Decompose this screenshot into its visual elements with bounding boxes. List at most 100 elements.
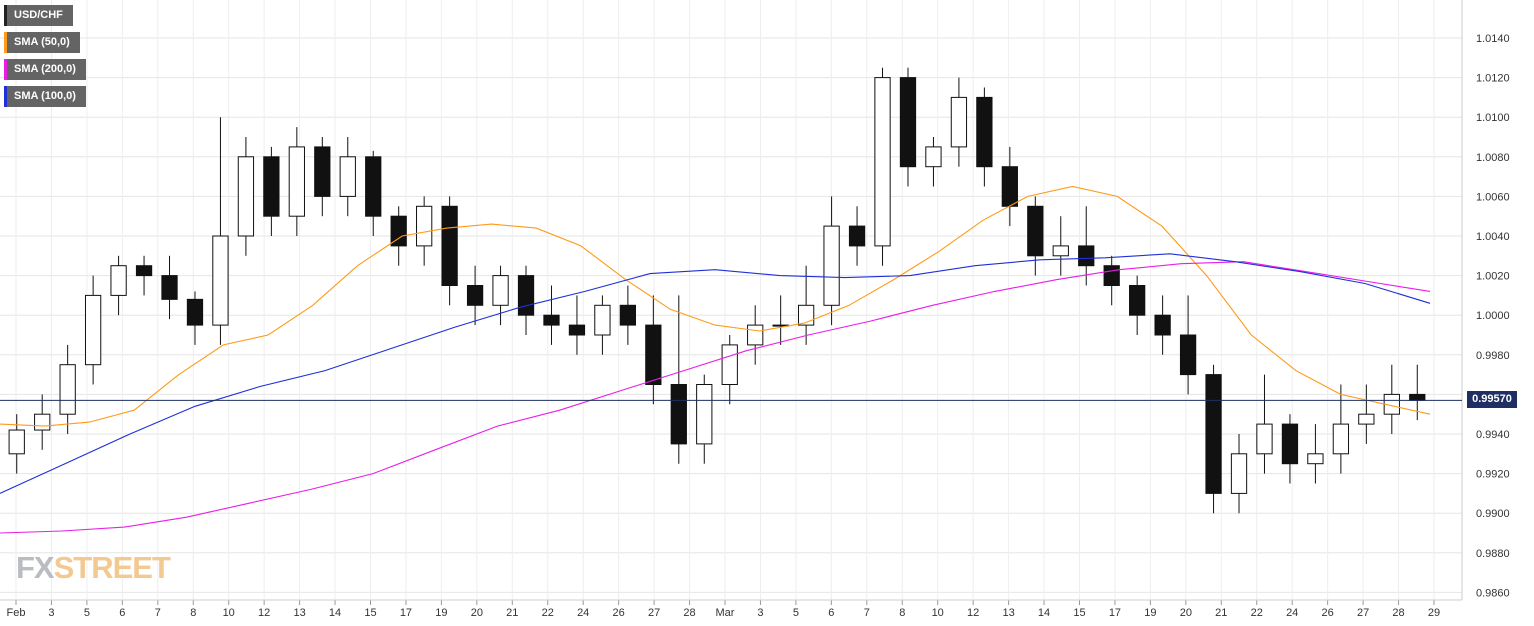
x-tick-label: 24 <box>1286 607 1298 619</box>
candle <box>135 255 153 296</box>
y-tick-label: 0.9880 <box>1476 548 1510 560</box>
x-tick-label: 6 <box>828 607 834 619</box>
candle <box>263 146 280 236</box>
candle-body-down <box>517 275 535 316</box>
candle-body-down <box>848 225 866 247</box>
candle <box>1154 295 1171 355</box>
logo-fx: FX <box>16 550 55 585</box>
candle <box>772 295 789 345</box>
candle-body-down <box>390 215 407 247</box>
candle <box>899 67 917 187</box>
candle-body-down <box>670 384 687 445</box>
sma-line <box>0 185 1431 427</box>
candle <box>645 295 662 405</box>
x-tick-label: 19 <box>1144 607 1156 619</box>
candle-body-down <box>441 205 458 286</box>
y-tick-label: 0.9860 <box>1476 587 1510 599</box>
legend-item-sma50[interactable]: SMA (50,0) <box>4 32 80 53</box>
candle-body-down <box>263 156 280 217</box>
candle <box>492 265 509 326</box>
x-tick-label: 26 <box>613 607 625 619</box>
y-tick-label: 0.9920 <box>1476 469 1510 481</box>
x-tick-label: 28 <box>1392 607 1404 619</box>
candle-body-down <box>1409 393 1426 401</box>
candle <box>466 265 484 326</box>
x-tick-label: 22 <box>542 607 554 619</box>
candle-body-down <box>135 265 153 277</box>
candle-body-up <box>492 275 509 306</box>
candle <box>8 414 25 474</box>
y-tick-label: 1.0080 <box>1476 152 1510 164</box>
candle-body-up <box>1332 423 1350 455</box>
y-tick-label: 1.0040 <box>1476 231 1510 243</box>
candle-body-down <box>1154 314 1171 336</box>
x-tick-label: 24 <box>577 607 589 619</box>
candle-body-up <box>288 146 305 217</box>
y-tick-label: 0.9940 <box>1476 429 1510 441</box>
candle-body-down <box>186 298 204 326</box>
candle <box>416 196 433 266</box>
x-tick-label: 29 <box>1428 607 1440 619</box>
legend-item-sma100[interactable]: SMA (100,0) <box>4 86 86 107</box>
candle <box>441 196 458 306</box>
candle-body-down <box>1027 205 1044 257</box>
sma-line <box>0 253 1431 494</box>
candle <box>34 394 51 450</box>
candle <box>390 206 407 266</box>
candle-body-down <box>568 324 586 336</box>
candle <box>1001 146 1018 227</box>
candle-body-down <box>1179 334 1197 376</box>
candle-body-up <box>339 156 356 197</box>
candle-body-down <box>899 77 917 168</box>
candle-body-up <box>874 77 891 247</box>
candle-body-up <box>925 146 942 168</box>
candle <box>976 87 993 187</box>
candle <box>1103 255 1120 306</box>
x-tick-label: 27 <box>1357 607 1369 619</box>
x-tick-label: 15 <box>364 607 376 619</box>
candle-body-up <box>237 156 255 237</box>
x-tick-label: 19 <box>435 607 447 619</box>
x-tick-label: Mar <box>716 607 735 619</box>
candle <box>1078 206 1095 286</box>
y-tick-label: 1.0060 <box>1476 191 1510 203</box>
candle <box>1358 384 1375 444</box>
legend-label: SMA (100,0) <box>14 90 76 102</box>
candle <box>950 77 968 167</box>
x-tick-label: 21 <box>1215 607 1227 619</box>
candle-body-down <box>645 324 662 386</box>
candle <box>59 344 76 434</box>
candle-body-down <box>1205 374 1222 494</box>
candle-body-down <box>1078 245 1095 267</box>
candle <box>1205 364 1222 514</box>
x-tick-label: 8 <box>190 607 196 619</box>
x-tick-label: 22 <box>1251 607 1263 619</box>
candle <box>1027 196 1044 276</box>
candle-body-up <box>1256 423 1273 455</box>
candle-body-up <box>823 225 840 306</box>
sma-line <box>0 261 1431 534</box>
candle <box>1307 424 1324 484</box>
candle <box>365 150 382 236</box>
x-tick-label: 10 <box>932 607 944 619</box>
candle-body-down <box>314 146 331 197</box>
candle-body-up <box>59 364 76 415</box>
x-tick-label: 21 <box>506 607 518 619</box>
candle-body-down <box>543 314 560 326</box>
candle <box>1052 216 1069 276</box>
y-tick-label: 0.9900 <box>1476 508 1510 520</box>
x-tick-label: 17 <box>1109 607 1121 619</box>
legend-item-sma200[interactable]: SMA (200,0) <box>4 59 86 80</box>
candle-body-up <box>747 324 764 346</box>
x-tick-label: 27 <box>648 607 660 619</box>
candle-body-up <box>1052 245 1069 257</box>
y-tick-label: 0.9980 <box>1476 350 1510 362</box>
candle <box>874 67 891 266</box>
candle-body-up <box>696 384 713 445</box>
candle <box>161 255 178 320</box>
candle-body-down <box>466 285 484 306</box>
y-tick-label: 1.0020 <box>1476 271 1510 283</box>
candle <box>1256 374 1273 474</box>
legend-item-usdchf[interactable]: USD/CHF <box>4 5 73 26</box>
x-tick-label: 5 <box>793 607 799 619</box>
